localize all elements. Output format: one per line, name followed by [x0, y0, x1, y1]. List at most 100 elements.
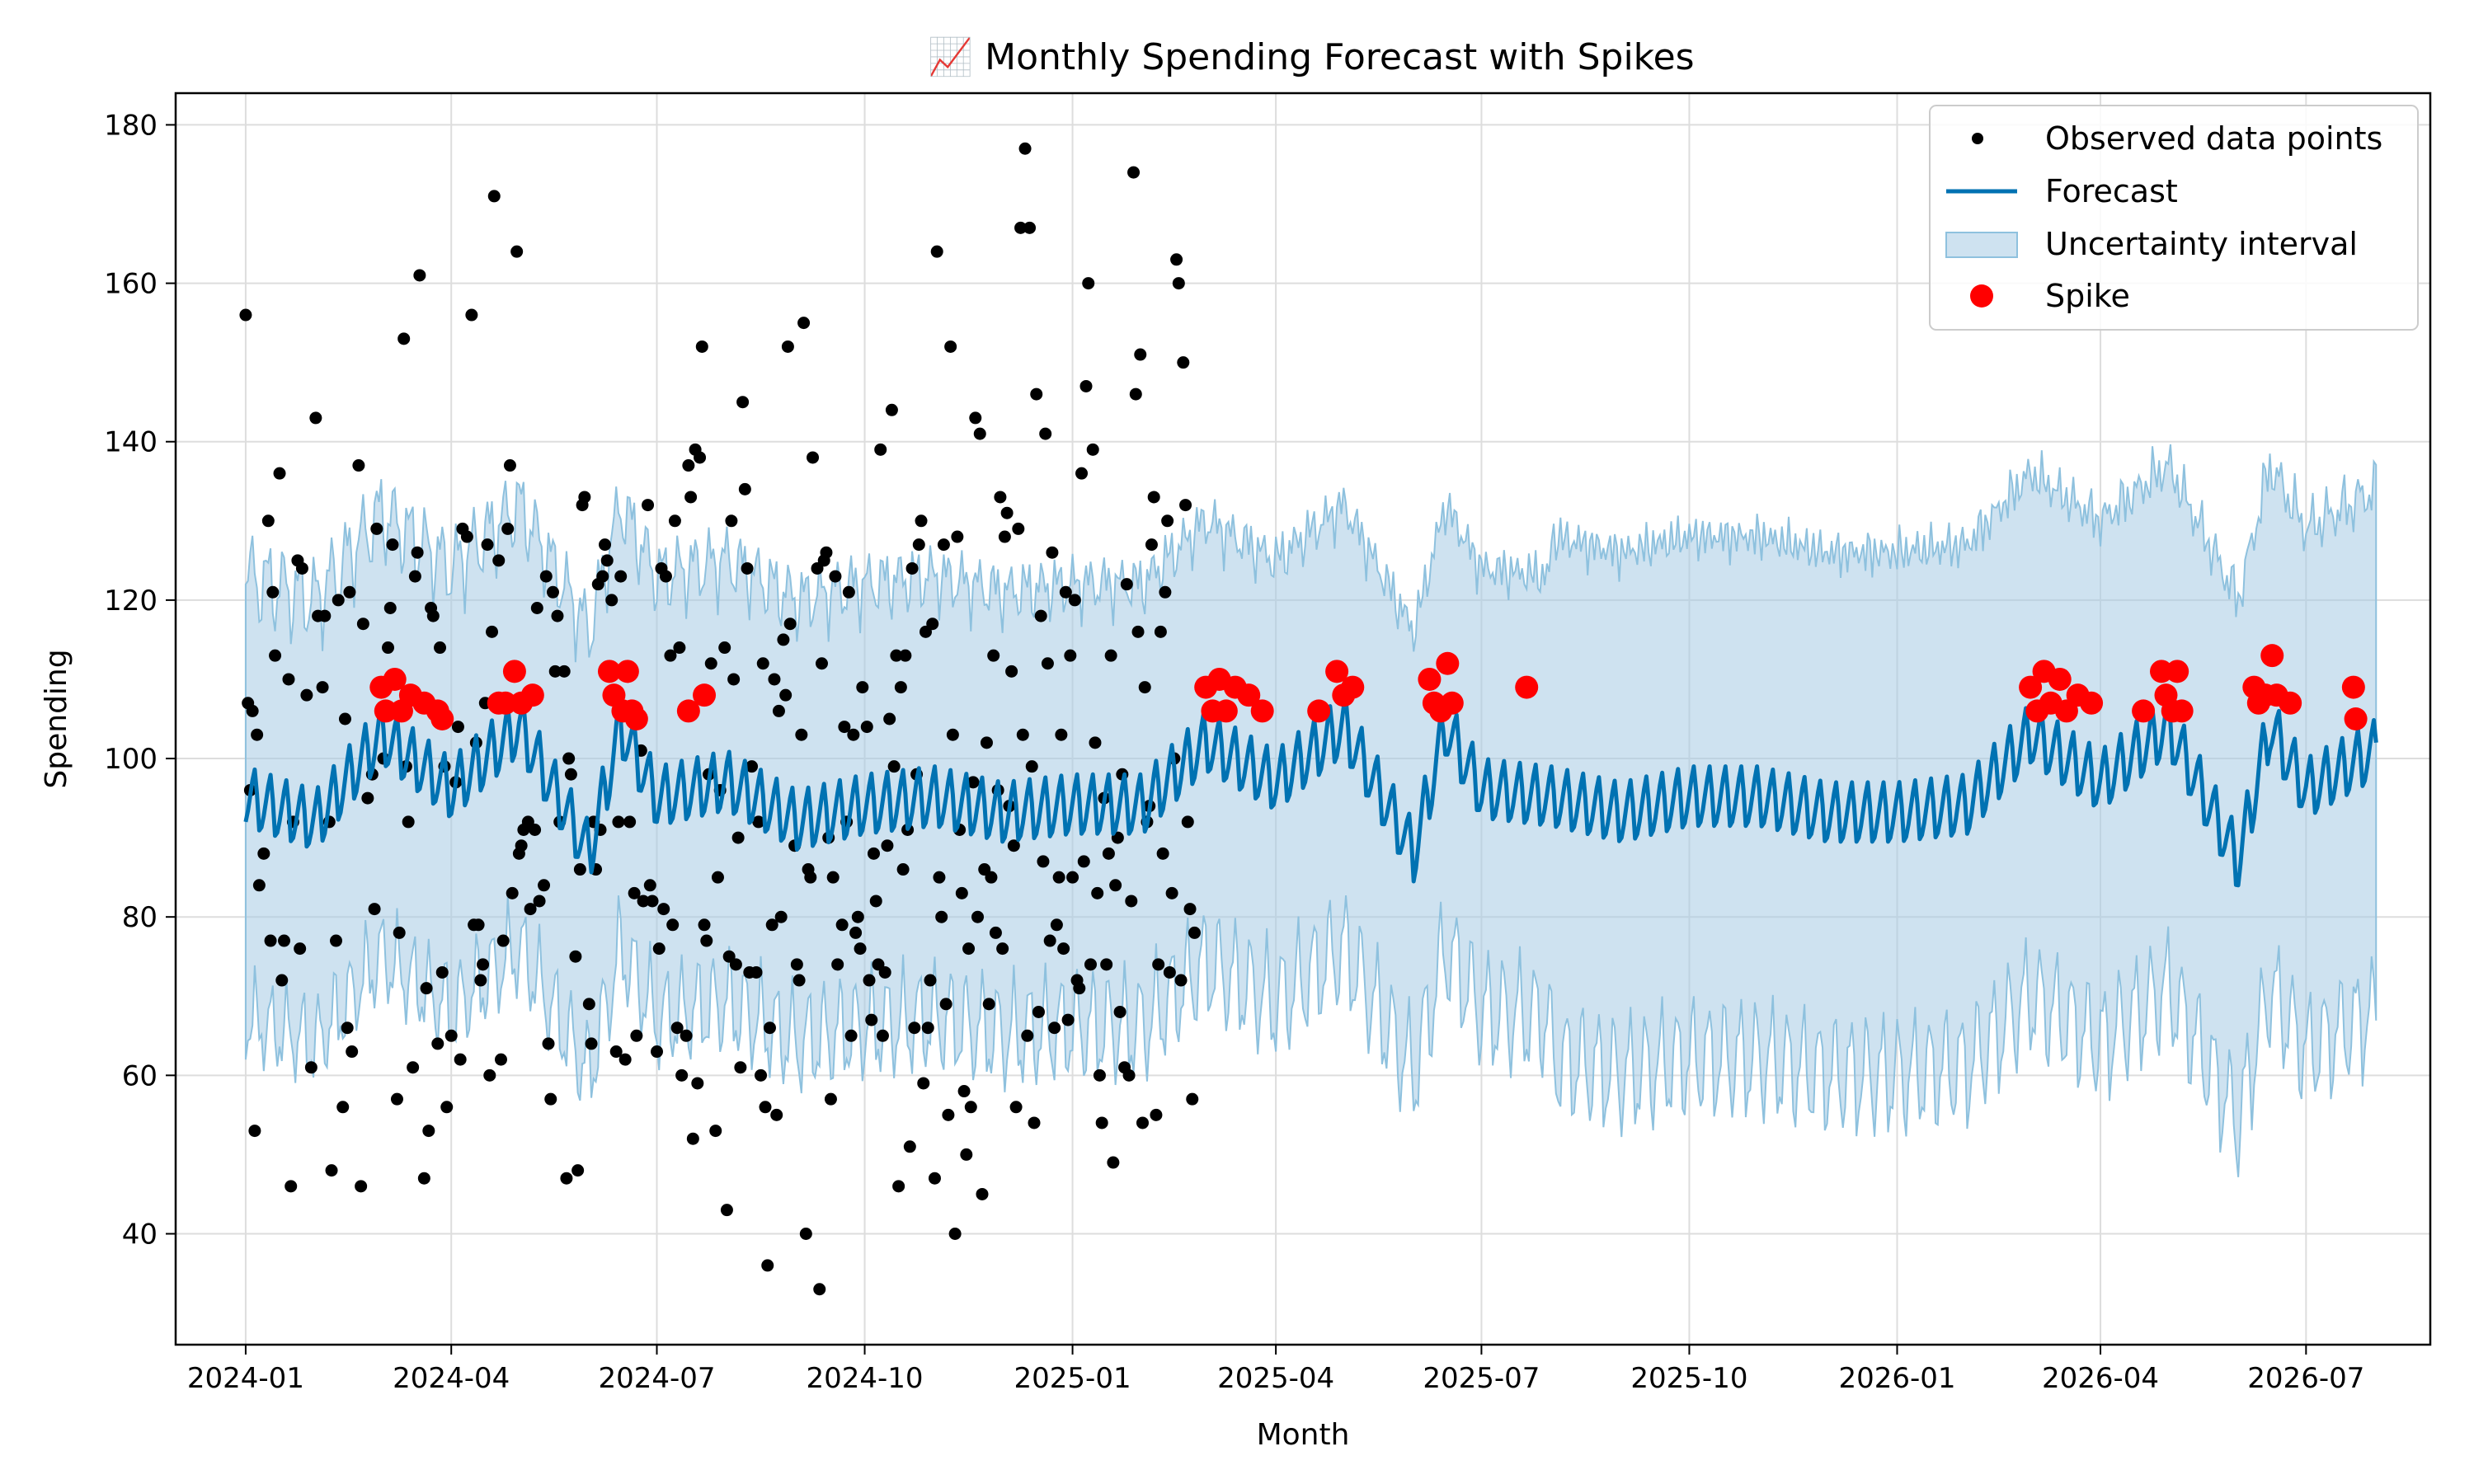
observed-point — [967, 776, 980, 789]
observed-point — [557, 665, 571, 678]
observed-point — [544, 1092, 557, 1106]
observed-point — [1179, 499, 1192, 512]
observed-point — [976, 1187, 989, 1200]
observed-point — [368, 903, 381, 916]
legend-spike-label: Spike — [2045, 278, 2130, 314]
observed-point — [551, 609, 564, 622]
observed-point — [1077, 855, 1090, 868]
spike-point — [1515, 675, 1539, 699]
observed-point — [905, 561, 919, 575]
observed-point — [894, 681, 907, 694]
observed-point — [1125, 895, 1138, 908]
observed-point — [755, 1068, 768, 1082]
observed-point — [768, 673, 781, 686]
observed-point — [1127, 166, 1141, 179]
spike-point — [624, 707, 648, 730]
observed-point — [944, 340, 957, 353]
observed-point — [325, 1164, 338, 1177]
observed-point — [1075, 467, 1089, 480]
observed-point — [560, 1172, 573, 1185]
observed-point — [1131, 625, 1145, 638]
observed-point — [1009, 1101, 1023, 1114]
observed-point — [252, 879, 266, 892]
x-tick-label: 2024-04 — [393, 1362, 510, 1395]
observed-point — [770, 1108, 783, 1121]
observed-point — [652, 942, 666, 956]
observed-point — [1122, 1068, 1136, 1082]
observed-point — [824, 1092, 837, 1106]
observed-point — [411, 546, 424, 559]
spike-point — [1214, 699, 1238, 723]
legend-spike-marker — [1970, 284, 1993, 308]
observed-point — [1037, 855, 1050, 868]
observed-point — [246, 704, 259, 717]
observed-point — [973, 427, 986, 440]
observed-point — [1034, 609, 1047, 622]
x-tick-label: 2026-04 — [2042, 1362, 2159, 1395]
observed-point — [881, 839, 894, 852]
observed-point — [863, 974, 876, 987]
observed-point — [892, 1180, 905, 1193]
observed-point — [275, 974, 289, 987]
observed-point — [1086, 443, 1099, 456]
observed-point — [316, 681, 329, 694]
legend-forecast-label: Forecast — [2045, 173, 2178, 209]
observed-point — [698, 918, 711, 932]
observed-point — [917, 1077, 930, 1090]
y-axis-ticks: 40 60 80 100 120 140 160 180 — [104, 109, 176, 1251]
observed-point — [300, 688, 313, 702]
observed-point — [820, 546, 833, 559]
observed-point — [486, 625, 499, 638]
observed-point — [896, 863, 910, 876]
observed-point — [1109, 879, 1122, 892]
observed-point — [1057, 942, 1070, 956]
observed-point — [1018, 142, 1032, 155]
legend: Observed data points Forecast Uncertaint… — [1929, 105, 2419, 331]
observed-point — [257, 847, 270, 860]
observed-point — [623, 815, 637, 829]
observed-point — [869, 895, 882, 908]
observed-point — [426, 609, 440, 622]
observed-point — [264, 934, 277, 947]
x-tick-label: 2026-07 — [2247, 1362, 2364, 1395]
observed-point — [562, 752, 576, 765]
observed-point — [829, 570, 842, 583]
observed-point — [239, 308, 252, 322]
observed-point — [460, 530, 473, 543]
observed-point — [668, 514, 681, 528]
observed-point — [765, 918, 778, 932]
observed-point — [772, 704, 785, 717]
y-tick-label: 160 — [104, 268, 158, 301]
observed-point — [1000, 506, 1014, 519]
observed-point — [942, 1108, 955, 1121]
observed-point — [637, 895, 650, 908]
observed-point — [628, 886, 641, 899]
observed-point — [630, 1029, 643, 1042]
observed-point — [481, 538, 494, 552]
observed-point — [383, 601, 397, 614]
observed-point — [1154, 625, 1167, 638]
observed-point — [248, 1125, 261, 1138]
observed-point — [1023, 221, 1037, 234]
observed-point — [1046, 546, 1059, 559]
observed-point — [434, 641, 447, 655]
observed-point — [731, 831, 745, 844]
observed-point — [887, 760, 901, 773]
observed-point — [407, 1061, 420, 1074]
observed-point — [1177, 356, 1190, 369]
observed-point — [1007, 839, 1020, 852]
observed-point — [1183, 903, 1197, 916]
legend-observed-marker — [1972, 133, 1983, 144]
observed-point — [1102, 847, 1115, 860]
observed-point — [951, 530, 964, 543]
observed-point — [761, 1259, 774, 1272]
y-tick-label: 40 — [122, 1218, 158, 1251]
observed-point — [987, 649, 1000, 662]
observed-point — [1165, 886, 1178, 899]
observed-point — [673, 641, 686, 655]
observed-point — [1188, 926, 1202, 939]
observed-point — [285, 1180, 298, 1193]
observed-point — [1032, 1005, 1045, 1018]
observed-point — [736, 396, 750, 409]
spike-point — [2344, 707, 2368, 730]
